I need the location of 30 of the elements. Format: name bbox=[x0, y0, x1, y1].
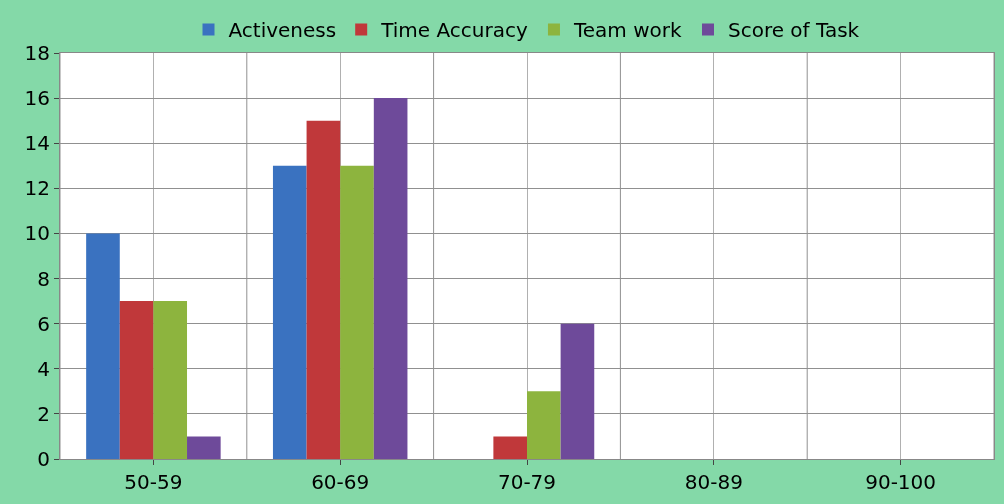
bar bbox=[306, 120, 341, 459]
legend-label: Time Accuracy bbox=[380, 18, 528, 43]
y-tick-label: 16 bbox=[24, 86, 50, 111]
x-tick-label: 60-69 bbox=[311, 470, 370, 494]
legend-label: Team work bbox=[572, 18, 682, 43]
bar bbox=[373, 98, 408, 459]
bar bbox=[153, 301, 188, 459]
bar bbox=[272, 165, 307, 459]
y-tick-label: 2 bbox=[37, 401, 50, 426]
bar bbox=[560, 323, 595, 459]
y-tick-label: 6 bbox=[37, 311, 50, 336]
y-tick-label: 14 bbox=[24, 131, 50, 156]
y-tick-label: 4 bbox=[37, 356, 50, 381]
x-tick-label: 50-59 bbox=[124, 470, 183, 494]
bar bbox=[86, 233, 120, 459]
y-tick-label: 0 bbox=[37, 447, 50, 471]
y-tick-label: 12 bbox=[24, 176, 50, 201]
x-tick-label: 90-100 bbox=[865, 470, 937, 494]
legend-label: Activeness bbox=[228, 18, 337, 43]
y-tick-label: 18 bbox=[24, 41, 50, 65]
y-tick-label: 10 bbox=[24, 221, 50, 246]
bar bbox=[119, 301, 154, 459]
bar bbox=[340, 165, 374, 459]
y-tick-label: 8 bbox=[37, 266, 50, 291]
x-tick-label: 70-79 bbox=[497, 470, 557, 494]
bar bbox=[527, 391, 561, 459]
x-tick-label: 80-89 bbox=[684, 470, 743, 494]
legend-label: Score of Task bbox=[728, 18, 860, 43]
bar bbox=[187, 436, 221, 459]
bar bbox=[493, 436, 527, 459]
